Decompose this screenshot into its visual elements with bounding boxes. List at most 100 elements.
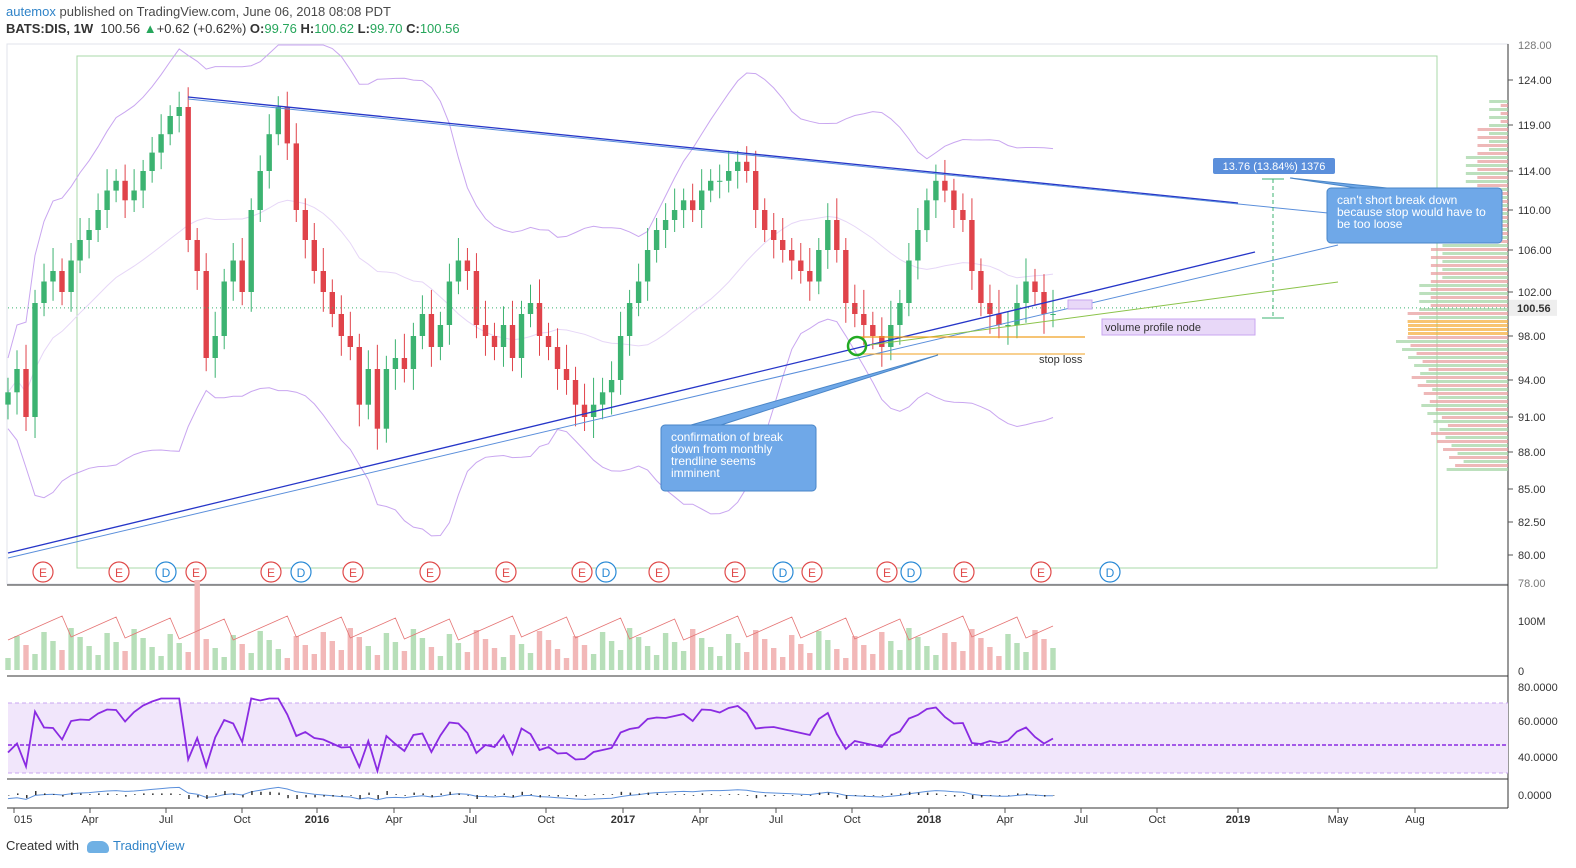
volume-bar (320, 632, 326, 670)
volume-profile-bar (1449, 456, 1508, 459)
macd-histogram-bar (845, 795, 848, 799)
price-axis-label: 114.00 (1518, 166, 1551, 178)
macd-axis-label: 0.0000 (1518, 790, 1552, 802)
macd-line (7, 786, 1053, 801)
volume-bar (293, 636, 299, 670)
volume-bar (978, 638, 984, 670)
macd-histogram-bar (638, 793, 641, 795)
small-box (1067, 299, 1093, 310)
macd-histogram-bar (593, 794, 596, 795)
open-label: O: (249, 21, 265, 36)
candle-body (1014, 303, 1020, 325)
author-link[interactable]: autemox (6, 4, 56, 19)
time-axis-label: 2019 (1226, 814, 1250, 826)
candle-body (924, 200, 930, 231)
macd-histogram-bar (908, 791, 911, 795)
macd-histogram-bar (116, 794, 118, 795)
confirmation-callout-text: down from monthly (671, 442, 772, 456)
candle-body (852, 303, 858, 314)
macd-histogram-bar (755, 795, 758, 799)
volume-bar (14, 636, 20, 670)
event-marker-label: D (779, 566, 788, 580)
macd-histogram-bar (98, 793, 100, 795)
candle-body (239, 260, 245, 292)
volume-bar (32, 654, 38, 670)
volume-profile-bar (1429, 400, 1508, 403)
candle-body (771, 230, 777, 240)
macd-histogram-bar (341, 795, 343, 797)
volume-bar (500, 657, 507, 670)
volume-bar (545, 640, 552, 670)
volume-bar (762, 639, 768, 670)
macd-histogram-bar (89, 794, 91, 795)
volume-bar (419, 638, 426, 670)
candle-body (482, 325, 489, 336)
candle-body (635, 281, 642, 303)
macd-histogram-bar (395, 794, 397, 795)
candle-body (581, 404, 588, 417)
volume-axis-label: 100M (1518, 616, 1546, 628)
volume-bar (275, 649, 281, 670)
macd-histogram-bar (449, 791, 451, 795)
candle-body (726, 171, 732, 181)
candle-body (933, 180, 939, 201)
macd-histogram-bar (26, 795, 28, 799)
earnings-marker (260, 561, 282, 583)
candle-body (212, 336, 218, 358)
macd-histogram-bar (620, 791, 623, 795)
price-axis-label: 110.00 (1518, 205, 1551, 217)
volume-bar (203, 639, 209, 670)
high-label: H: (300, 21, 315, 36)
macd-histogram-bar (359, 795, 361, 799)
macd-histogram-bar (953, 795, 956, 797)
candle-body (257, 171, 263, 210)
candle-body (861, 314, 867, 325)
candle-body (275, 107, 281, 135)
event-marker-label: E (192, 566, 200, 580)
macd-histogram-bar (800, 795, 803, 796)
bollinger-lower (7, 318, 1054, 537)
candle-body (987, 303, 993, 314)
measure-label-box (1213, 158, 1335, 174)
candle-body (536, 303, 543, 336)
macd-histogram-bar (782, 795, 785, 796)
volume-profile-bar (1477, 176, 1508, 179)
candle-body (437, 325, 444, 347)
candle-body (951, 190, 957, 210)
volume-bar (563, 658, 570, 670)
close-label: C: (406, 21, 420, 36)
candle-body (1023, 281, 1029, 303)
candle-body (95, 210, 101, 230)
volume-bar (699, 638, 705, 670)
volume-bar (798, 644, 804, 670)
macd-histogram-bar (323, 795, 325, 797)
volume-bar (383, 633, 390, 670)
volume-profile-bar (1489, 116, 1508, 119)
dividend-marker (1099, 561, 1121, 583)
candle-body (383, 369, 390, 429)
macd-histogram-bar (107, 793, 109, 795)
price-axis-label: 91.00 (1518, 412, 1546, 424)
candle-body (1005, 325, 1011, 326)
volume-bar (527, 653, 534, 670)
time-axis-label: Jul (159, 814, 173, 826)
volume-profile-bar (1488, 148, 1508, 151)
volume-profile-bar (1407, 336, 1508, 339)
macd-histogram-bar (647, 792, 650, 795)
volume-profile-bar (1489, 132, 1508, 135)
volume-profile-bar (1430, 432, 1508, 435)
macd-histogram-bar (719, 795, 722, 796)
volume-bar (518, 644, 525, 670)
event-marker-label: E (1037, 566, 1045, 580)
macd-histogram-bar (557, 795, 559, 797)
event-marker-label: E (426, 566, 434, 580)
symbol-ohlc-header: BATS:DIS, 1W 100.56 ▲+0.62 (+0.62%) O:99… (6, 21, 460, 36)
volume-bar (176, 643, 182, 670)
volume-bar (1014, 643, 1020, 670)
tradingview-link[interactable]: TradingView (112, 838, 185, 853)
volume-bar (185, 652, 191, 670)
macd-histogram-bar (485, 795, 487, 796)
macd-histogram-bar (188, 795, 190, 799)
macd-histogram-bar (566, 795, 568, 796)
